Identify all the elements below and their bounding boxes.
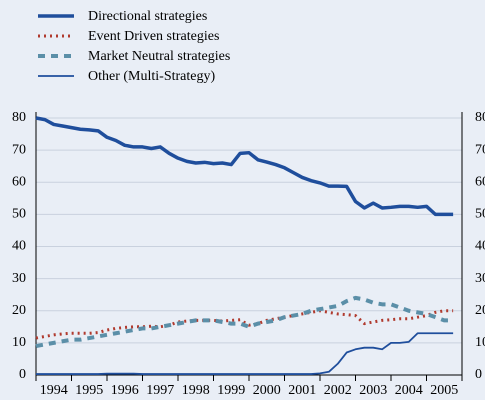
x-tick-label: 1998 xyxy=(182,383,210,398)
y-tick-label: 60 xyxy=(12,174,26,189)
x-tick-label: 1996 xyxy=(111,383,139,398)
y2-tick-label: 60 xyxy=(475,174,485,189)
y-tick-label: 40 xyxy=(12,239,26,254)
series-line xyxy=(36,332,454,375)
y-tick-label: 70 xyxy=(12,142,26,157)
y-tick-label: 80 xyxy=(12,110,26,125)
x-tick-label: 1994 xyxy=(40,383,68,398)
legend-label: Market Neutral strategies xyxy=(88,49,230,64)
y-tick-label: 30 xyxy=(12,271,26,286)
y2-tick-label: 0 xyxy=(475,367,482,382)
x-tick-label: 1999 xyxy=(217,383,245,398)
y-tick-label: 0 xyxy=(19,367,26,382)
x-tick-label: 2003 xyxy=(359,383,387,398)
legend-label: Event Driven strategies xyxy=(88,29,219,44)
y2-tick-label: 80 xyxy=(475,110,485,125)
y2-tick-label: 30 xyxy=(475,271,485,286)
x-tick-label: 2004 xyxy=(395,383,423,398)
series-line xyxy=(35,116,454,217)
y2-tick-label: 40 xyxy=(475,239,485,254)
y2-tick-label: 20 xyxy=(475,303,485,318)
y-tick-label: 50 xyxy=(12,207,26,222)
y2-tick-label: 70 xyxy=(475,142,485,157)
series-line xyxy=(35,309,454,340)
x-tick-label: 2000 xyxy=(253,383,281,398)
y2-tick-label: 50 xyxy=(475,207,485,222)
series-line xyxy=(35,295,454,349)
x-tick-label: 2001 xyxy=(288,383,316,398)
x-tick-label: 2005 xyxy=(430,383,458,398)
x-tick-label: 2002 xyxy=(324,383,352,398)
y-tick-label: 20 xyxy=(12,303,26,318)
x-tick-label: 1995 xyxy=(75,383,103,398)
y2-tick-label: 10 xyxy=(475,335,485,350)
x-tick-label: 1997 xyxy=(146,383,174,398)
legend-label: Directional strategies xyxy=(88,9,207,24)
legend-label: Other (Multi-Strategy) xyxy=(88,69,215,84)
y-tick-label: 10 xyxy=(12,335,26,350)
